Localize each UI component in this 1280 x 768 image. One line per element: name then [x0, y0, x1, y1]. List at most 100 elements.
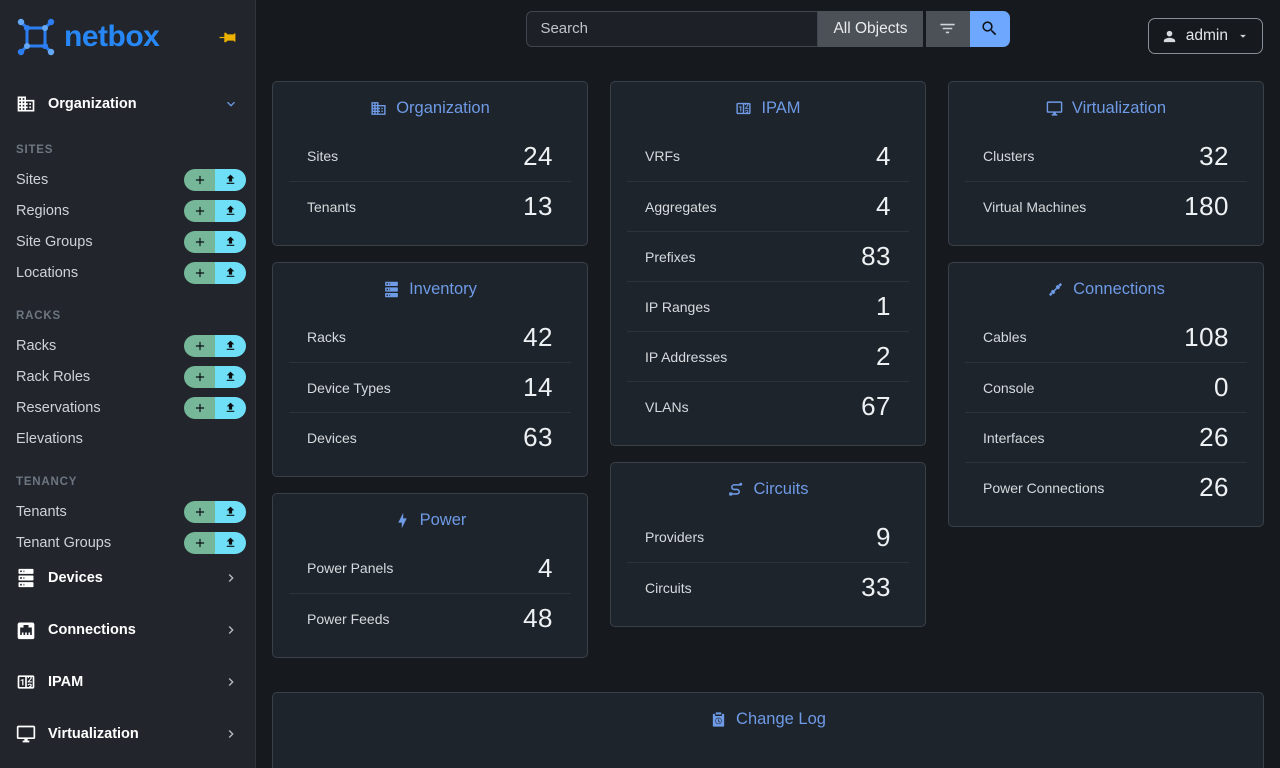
chevron-right-icon [223, 674, 239, 690]
import-button[interactable] [215, 230, 246, 253]
stat-label[interactable]: Circuits [645, 579, 692, 596]
card-header-link[interactable]: Power [289, 510, 571, 531]
sidebar-item-elevations[interactable]: Elevations [0, 423, 255, 454]
sidebar: netbox Organization SITES Sites Regions Site… [0, 0, 256, 768]
add-button[interactable] [184, 168, 215, 191]
home-link[interactable]: netbox [14, 15, 160, 59]
stat-label[interactable]: Cables [983, 329, 1027, 346]
card-header-link[interactable]: Organization [289, 98, 571, 119]
transit-icon [727, 481, 744, 498]
brand-wordmark: netbox [64, 20, 160, 53]
sidebar-item-label: Locations [16, 264, 79, 281]
stat-row: Console 0 [965, 362, 1247, 412]
add-button[interactable] [184, 334, 215, 357]
card-title: Change Log [736, 710, 826, 729]
stat-label[interactable]: Tenants [307, 198, 357, 215]
counter-icon [16, 672, 36, 692]
sidebar-group-devices[interactable]: Devices [0, 560, 255, 596]
stat-value: 32 [1199, 140, 1229, 171]
stat-label[interactable]: IP Ranges [645, 298, 711, 315]
import-button[interactable] [215, 500, 246, 523]
import-button[interactable] [215, 365, 246, 388]
cable-icon [1047, 281, 1064, 298]
stat-label[interactable]: Clusters [983, 148, 1035, 165]
card-header-link[interactable]: Virtualization [965, 98, 1247, 119]
card-power: Power Power Panels 4 Power Feeds 48 [272, 493, 588, 659]
sidebar-item-site-groups[interactable]: Site Groups [0, 226, 255, 257]
sidebar-item-regions[interactable]: Regions [0, 195, 255, 226]
quick-actions [184, 168, 246, 191]
add-button[interactable] [184, 531, 215, 554]
stat-value: 2 [876, 341, 891, 372]
stat-label[interactable]: IP Addresses [645, 348, 728, 365]
search-button[interactable] [969, 10, 1010, 47]
import-button[interactable] [215, 168, 246, 191]
stat-label[interactable]: Sites [307, 148, 339, 165]
card-title: Connections [1073, 280, 1165, 299]
stat-label[interactable]: Interfaces [983, 429, 1045, 446]
add-button[interactable] [184, 396, 215, 419]
stat-label[interactable]: Virtual Machines [983, 198, 1087, 215]
stat-label[interactable]: VLANs [645, 398, 689, 415]
quick-actions [184, 531, 246, 554]
stat-label[interactable]: Aggregates [645, 198, 717, 215]
stat-value: 26 [1199, 472, 1229, 503]
sidebar-group-connections[interactable]: Connections [0, 612, 255, 648]
sidebar-pin-button[interactable] [216, 26, 239, 49]
stat-value: 42 [523, 321, 553, 352]
add-button[interactable] [184, 365, 215, 388]
card-title: Power [419, 511, 467, 530]
sidebar-item-tenant-groups[interactable]: Tenant Groups [0, 527, 255, 558]
user-menu-button[interactable]: admin [1147, 18, 1263, 54]
sidebar-group-ipam[interactable]: IPAM [0, 664, 255, 700]
add-button[interactable] [184, 199, 215, 222]
card-body: Cables 108 Console 0 Interfaces 26 Power Conne… [965, 312, 1247, 512]
sidebar-item-racks[interactable]: Racks [0, 330, 255, 361]
search-group: All Objects [526, 10, 1010, 47]
import-button[interactable] [215, 396, 246, 419]
card-header-link[interactable]: IPAM [627, 98, 909, 119]
import-button[interactable] [215, 334, 246, 357]
stat-label[interactable]: Console [983, 379, 1035, 396]
stat-row: Power Connections 26 [965, 462, 1247, 512]
stat-row: Power Panels 4 [289, 543, 571, 593]
brand-bar: netbox [0, 0, 255, 72]
search-input[interactable] [526, 10, 819, 47]
card-header-link[interactable]: Inventory [289, 279, 571, 300]
stat-row: VRFs 4 [627, 131, 909, 181]
stat-label[interactable]: Providers [645, 529, 705, 546]
stat-row: Aggregates 4 [627, 181, 909, 231]
stat-label[interactable]: Devices [307, 429, 357, 446]
import-button[interactable] [215, 531, 246, 554]
import-button[interactable] [215, 199, 246, 222]
card-header-link[interactable]: Circuits [627, 479, 909, 500]
sidebar-item-tenants[interactable]: Tenants [0, 496, 255, 527]
card-title: IPAM [761, 99, 801, 118]
import-button[interactable] [215, 261, 246, 284]
sidebar-item-sites[interactable]: Sites [0, 164, 255, 195]
card-header-link[interactable]: Connections [965, 279, 1247, 300]
stat-label[interactable]: Power Panels [307, 560, 394, 577]
stat-label[interactable]: Prefixes [645, 248, 696, 265]
filter-button[interactable] [925, 10, 970, 47]
add-button[interactable] [184, 500, 215, 523]
stat-label[interactable]: Racks [307, 329, 346, 346]
stat-row: Circuits 33 [627, 562, 909, 612]
stat-label[interactable]: Power Connections [983, 479, 1105, 496]
sidebar-item-rack-roles[interactable]: Rack Roles [0, 361, 255, 392]
add-button[interactable] [184, 261, 215, 284]
sidebar-group-organization[interactable]: Organization [0, 86, 255, 122]
add-button[interactable] [184, 230, 215, 253]
quick-actions [184, 334, 246, 357]
stat-label[interactable]: Device Types [307, 379, 391, 396]
sidebar-item-reservations[interactable]: Reservations [0, 392, 255, 423]
dashboard-column: Virtualization Clusters 32 Virtual Machines… [948, 81, 1264, 658]
sidebar-item-locations[interactable]: Locations [0, 257, 255, 288]
sidebar-group-virtualization[interactable]: Virtualization [0, 716, 255, 752]
search-scope-button[interactable]: All Objects [818, 10, 923, 47]
changelog-header-link[interactable]: Change Log [289, 709, 1247, 730]
sidebar-item-label: Reservations [16, 399, 101, 416]
topbar: All Objects admin [256, 0, 1280, 57]
stat-label[interactable]: Power Feeds [307, 610, 390, 627]
stat-label[interactable]: VRFs [645, 148, 680, 165]
